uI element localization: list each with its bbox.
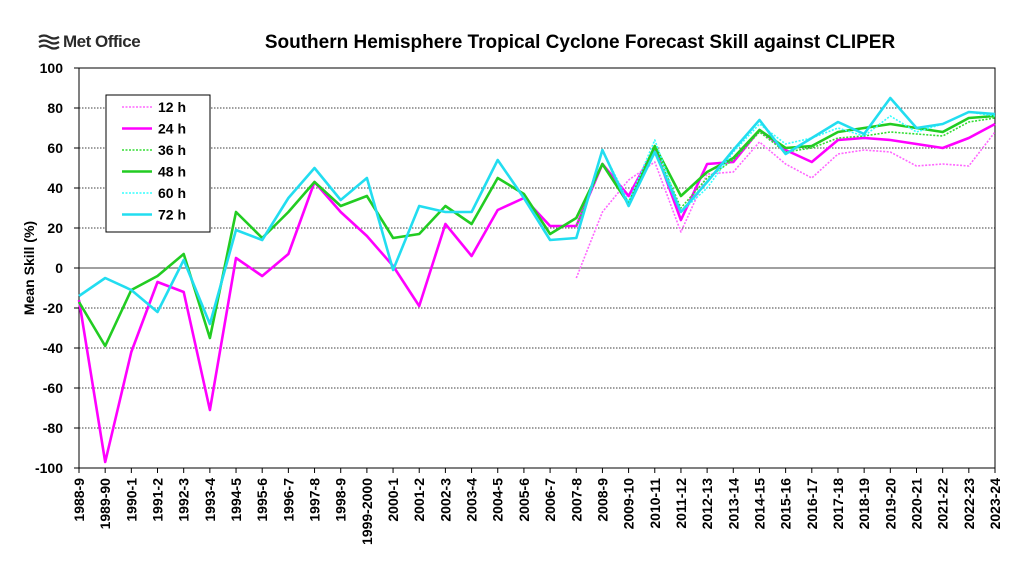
series-line-24h (77, 122, 996, 464)
legend-label: 60 h (158, 185, 186, 201)
x-tick-label: 2002-3 (437, 478, 453, 522)
y-axis-label: Mean Skill (%) (21, 221, 37, 315)
x-tick-label: 1996-7 (280, 478, 296, 522)
series-line-72h (78, 96, 996, 326)
x-axis-ticks: 1988-9 1989-90 1990-1 1991-2 1992-3 1993-4 199… (71, 468, 1003, 545)
met-office-logo: Met Office (38, 32, 141, 52)
x-tick-label: 2012-13 (699, 478, 715, 530)
y-tick-label: 20 (47, 220, 63, 236)
chart-title: Southern Hemisphere Tropical Cyclone For… (264, 32, 896, 53)
x-tick-label: 2018-19 (856, 478, 872, 530)
met-office-waves-icon (38, 34, 60, 50)
y-tick-label: 100 (40, 60, 64, 76)
legend-label: 72 h (158, 207, 186, 223)
y-tick-label: -40 (43, 340, 63, 356)
legend-label: 36 h (158, 142, 186, 158)
y-tick-label: 0 (55, 260, 63, 276)
x-tick-label: 2008-9 (594, 478, 610, 522)
y-axis-ticks: -100 -80 -60 -40 -20 0 20 40 60 80 100 (35, 60, 79, 476)
y-tick-label: -20 (43, 300, 63, 316)
y-tick-label: 40 (47, 180, 63, 196)
legend: 12 h 24 h 36 h 48 h 60 h 72 h (105, 94, 211, 233)
x-tick-label: 1989-90 (97, 478, 113, 530)
x-tick-label: 2019-20 (882, 478, 898, 530)
legend-box (105, 94, 211, 233)
series-lines (77, 96, 996, 464)
logo-text: Met Office (63, 32, 141, 51)
x-tick-label: 2023-24 (987, 478, 1003, 530)
x-tick-label: 2022-23 (961, 478, 977, 530)
x-tick-label: 1998-9 (333, 478, 349, 522)
x-tick-label: 2001-2 (411, 478, 427, 522)
legend-label: 12 h (158, 99, 186, 115)
x-tick-label: 2016-17 (804, 478, 820, 530)
x-tick-label: 2005-6 (516, 478, 532, 522)
x-tick-label: 1995-6 (254, 478, 270, 522)
series-line-36h (575, 117, 996, 227)
x-tick-label: 2021-22 (935, 478, 951, 530)
legend-label: 48 h (158, 164, 186, 180)
x-tick-label: 1993-4 (202, 478, 218, 522)
x-tick-label: 1999-2000 (359, 478, 375, 545)
x-tick-label: 2015-16 (778, 478, 794, 530)
x-tick-label: 1997-8 (307, 478, 323, 522)
x-tick-label: 1994-5 (228, 478, 244, 522)
x-tick-label: 2007-8 (568, 478, 584, 522)
series-line-60h (575, 111, 996, 239)
x-tick-label: 2000-1 (385, 478, 401, 522)
x-tick-label: 1988-9 (71, 478, 87, 522)
y-tick-label: 60 (47, 140, 63, 156)
legend-label: 24 h (158, 121, 186, 137)
x-tick-label: 2011-12 (673, 478, 689, 529)
y-tick-label: -80 (43, 420, 63, 436)
x-tick-label: 2010-11 (647, 478, 663, 529)
x-tick-label: 2017-18 (830, 478, 846, 530)
x-tick-label: 2020-21 (908, 478, 924, 530)
x-tick-label: 2014-15 (751, 478, 767, 530)
x-tick-label: 2003-4 (464, 478, 480, 522)
x-tick-label: 1992-3 (176, 478, 192, 522)
x-tick-label: 2004-5 (490, 478, 506, 522)
series-line-48h (77, 114, 996, 348)
x-tick-label: 2009-10 (621, 478, 637, 530)
y-tick-label: 80 (47, 100, 63, 116)
x-tick-label: 2006-7 (542, 478, 558, 522)
y-tick-label: -100 (35, 460, 63, 476)
x-tick-label: 1990-1 (123, 478, 139, 522)
x-tick-label: 1991-2 (150, 478, 166, 522)
x-tick-label: 2013-14 (725, 478, 741, 530)
grid-lines (79, 107, 995, 429)
y-tick-label: -60 (43, 380, 63, 396)
